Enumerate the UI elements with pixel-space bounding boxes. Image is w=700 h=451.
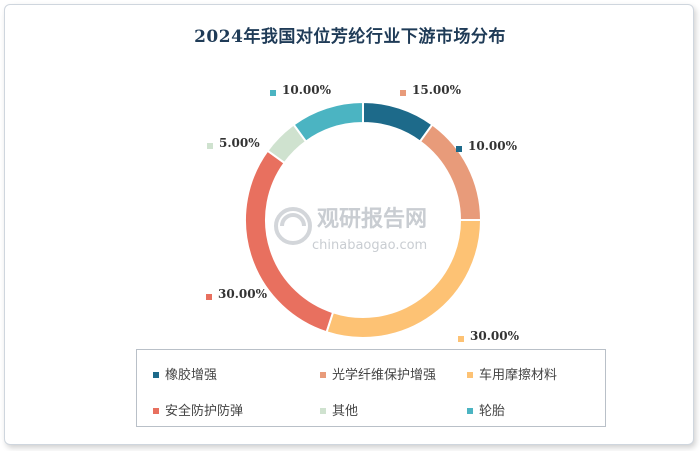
data-label-5: 5.00%: [219, 136, 260, 150]
legend-label: 光学纤维保护增强: [332, 368, 437, 383]
legend-label: 轮胎: [479, 404, 506, 419]
legend: 橡胶增强 光学纤维保护增强 车用摩擦材料安全防护防弹 其他 轮胎: [136, 349, 606, 427]
slice-6: [292, 100, 364, 143]
watermark-logo-icon: [274, 207, 312, 245]
legend-swatch: [153, 371, 159, 378]
chart-title: 2024年我国对位芳纶行业下游市场分布: [194, 27, 506, 47]
watermark-en: chinabaogao.com: [312, 238, 427, 253]
data-label-marker-5: [207, 143, 213, 149]
legend-item-4: 安全防护防弹: [153, 400, 243, 419]
data-label-marker-6: [270, 90, 276, 96]
data-label-marker-1: [456, 146, 462, 152]
slice-1: [362, 100, 434, 143]
legend-label: 橡胶增强: [165, 368, 218, 383]
watermark: 观研报告网 chinabaogao.com: [274, 207, 427, 253]
watermark-cn: 观研报告网: [317, 207, 427, 232]
legend-swatch: [467, 407, 473, 414]
chart-card: [4, 4, 694, 445]
legend-item-2: 光学纤维保护增强: [320, 364, 436, 383]
legend-label: 安全防护防弹: [165, 404, 244, 419]
data-label-marker-3: [458, 336, 464, 342]
data-label-marker-4: [206, 294, 212, 300]
legend-swatch: [467, 371, 473, 378]
legend-item-5: 其他: [320, 400, 358, 419]
data-label-4: 30.00%: [218, 287, 268, 301]
legend-item-6: 轮胎: [467, 400, 505, 419]
data-label-3: 30.00%: [470, 329, 520, 343]
legend-item-1: 橡胶增强: [153, 364, 217, 383]
legend-swatch: [320, 407, 326, 414]
legend-item-3: 车用摩擦材料: [467, 364, 557, 383]
data-label-1: 10.00%: [468, 139, 518, 153]
data-label-6: 10.00%: [282, 83, 332, 97]
legend-label: 其他: [332, 404, 359, 419]
legend-label: 车用摩擦材料: [479, 368, 558, 383]
data-label-2: 15.00%: [412, 83, 462, 97]
data-label-marker-2: [400, 90, 406, 96]
legend-swatch: [320, 371, 326, 378]
legend-swatch: [153, 407, 159, 414]
